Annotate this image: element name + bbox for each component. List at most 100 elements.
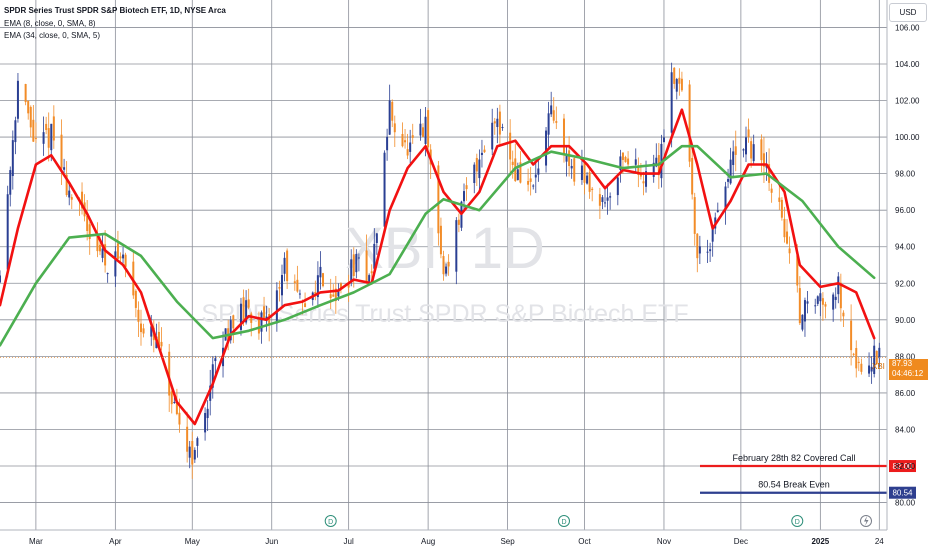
candle-body	[209, 385, 212, 401]
candle-body	[670, 72, 673, 133]
candle-body	[839, 282, 842, 309]
candle-body	[516, 169, 519, 181]
currency-button[interactable]: USD	[889, 3, 927, 22]
ema-line[interactable]	[0, 144, 876, 347]
dividend-marker-icon[interactable]	[791, 515, 804, 527]
level-label: February 28th 82 Covered Call	[732, 453, 855, 463]
candle-body	[260, 312, 263, 332]
candle-body	[293, 281, 296, 284]
candle-body	[729, 159, 732, 184]
candle-body	[711, 228, 714, 242]
indicator-legend-ema-slow[interactable]: EMA (34, close, 0, SMA, 5)	[4, 31, 101, 40]
candle-body	[637, 166, 640, 175]
candle-body	[60, 134, 63, 169]
candle-body	[16, 80, 19, 119]
candle-body	[32, 119, 35, 142]
candle-body	[555, 121, 558, 123]
candle-body	[801, 314, 804, 330]
candle-body	[368, 275, 371, 282]
candle-body	[609, 196, 612, 198]
watermark-symbol: XBI, 1D	[345, 216, 545, 281]
candle-body	[532, 185, 535, 187]
candle-body	[373, 243, 376, 269]
candle-body	[280, 274, 283, 296]
candle-body	[283, 257, 286, 274]
candle-body	[519, 162, 522, 183]
candle-body	[770, 188, 773, 193]
candle-body	[604, 202, 607, 204]
candle-body	[798, 288, 801, 324]
candle-body	[639, 174, 642, 177]
candle-body	[11, 140, 14, 176]
candle-body	[634, 159, 637, 165]
candle-body	[319, 266, 322, 278]
last-price-symbol: XBI	[872, 362, 885, 371]
candle-body	[370, 271, 373, 274]
candle-body	[332, 294, 335, 297]
dividend-marker-label: D	[561, 519, 566, 526]
dividend-marker-icon[interactable]	[324, 515, 337, 527]
y-tick-label: 82.00	[895, 462, 916, 471]
candle-body	[745, 137, 748, 155]
candle-body	[742, 149, 745, 151]
candle-body	[242, 297, 245, 320]
level-label: 80.54 Break Even	[758, 480, 830, 490]
ema-line[interactable]	[0, 108, 876, 426]
candle-body	[673, 67, 676, 84]
candle-body	[529, 178, 532, 182]
y-tick-label: 94.00	[895, 243, 916, 252]
candle-body	[442, 256, 445, 275]
candle-body	[383, 152, 386, 227]
candle-body	[29, 106, 32, 128]
candle-body	[339, 283, 342, 289]
candle-body	[645, 171, 648, 187]
candle-body	[34, 138, 37, 140]
candle-body	[819, 293, 822, 302]
candle-body	[357, 257, 360, 259]
candle-body	[675, 79, 678, 92]
candle-body	[834, 296, 837, 300]
candle-body	[496, 118, 499, 128]
candle-body	[0, 275, 1, 283]
candle-body	[662, 137, 665, 143]
candle-body	[796, 255, 799, 286]
candle-body	[473, 164, 476, 184]
candle-body	[101, 248, 104, 258]
candle-body	[870, 366, 873, 372]
candle-body	[65, 174, 68, 196]
candle-body	[275, 290, 278, 324]
candle-body	[824, 304, 827, 307]
y-tick-label: 90.00	[895, 316, 916, 325]
candle-body	[393, 123, 396, 133]
candle-body	[106, 273, 109, 275]
indicator-legend-ema-fast[interactable]: EMA (8, close, 0, SMA, 8)	[4, 19, 96, 28]
last-price-tag: 87.93 04:46:12	[889, 359, 928, 380]
y-tick-label: 104.00	[895, 60, 920, 69]
candle-body	[691, 157, 694, 195]
candle-body	[552, 110, 555, 121]
level-axis-tag	[889, 486, 916, 499]
candle-body	[483, 149, 486, 153]
y-tick-label: 98.00	[895, 170, 916, 179]
candle-body	[404, 140, 407, 143]
candle-body	[573, 158, 576, 182]
candle-body	[134, 290, 137, 308]
candle-body	[698, 246, 701, 254]
candle-body	[534, 174, 537, 178]
dividend-marker-icon[interactable]	[557, 515, 570, 527]
x-tick-label: May	[185, 537, 200, 546]
candle-body	[816, 296, 819, 304]
candle-body	[724, 186, 727, 210]
x-tick-label: Jun	[265, 537, 278, 546]
candle-body	[806, 301, 809, 304]
candle-body	[81, 191, 84, 209]
candle-body	[588, 172, 591, 192]
x-tick-label: Mar	[29, 537, 43, 546]
candle-body	[411, 135, 414, 138]
candle-body	[98, 244, 101, 252]
candle-body	[832, 294, 835, 310]
candle-body	[768, 164, 771, 183]
candle-body	[322, 273, 325, 287]
candle-body	[247, 299, 250, 308]
